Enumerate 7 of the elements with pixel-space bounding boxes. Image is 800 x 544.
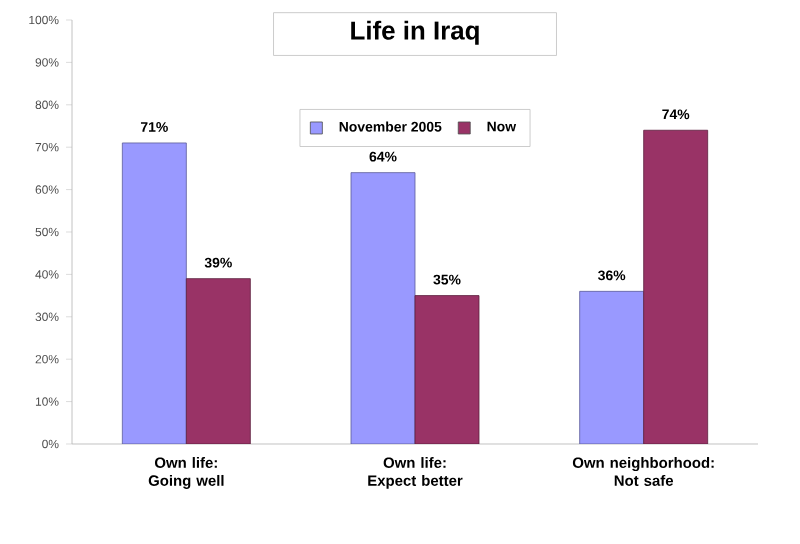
chart-title: Life in Iraq bbox=[351, 20, 479, 45]
bar bbox=[121, 142, 187, 444]
bar bbox=[185, 278, 251, 444]
bar bbox=[350, 172, 416, 444]
bar bbox=[414, 295, 480, 444]
bar bbox=[643, 129, 709, 444]
bar bbox=[579, 290, 645, 444]
